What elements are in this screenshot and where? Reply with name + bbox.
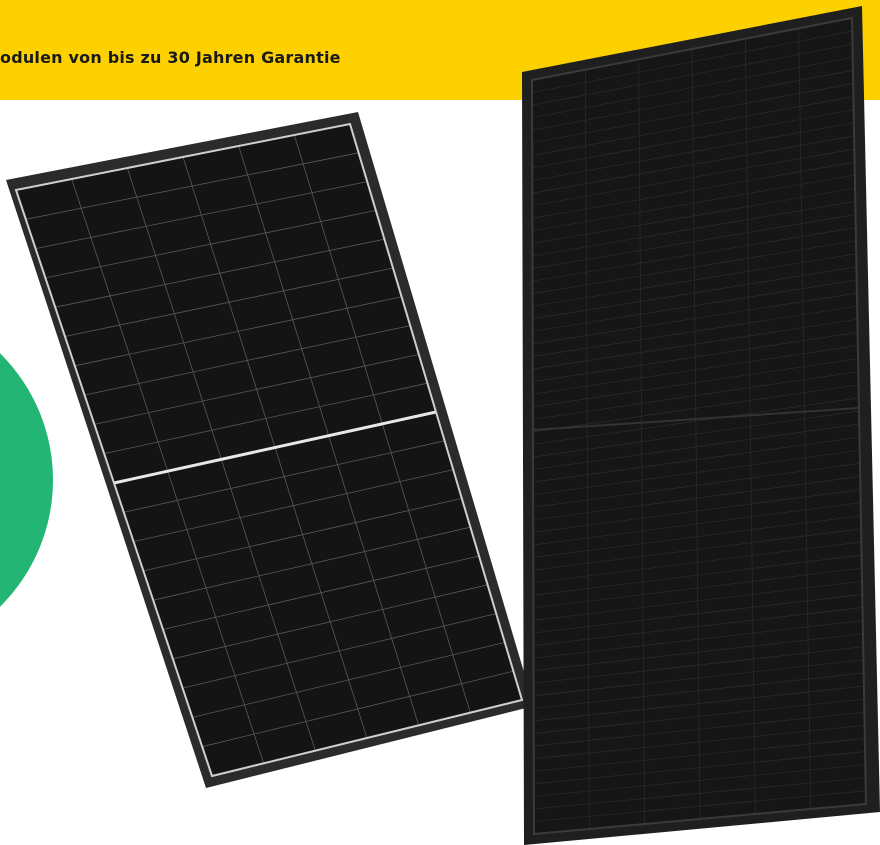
cell-line xyxy=(533,620,863,659)
cell-line xyxy=(533,489,861,533)
cell-line xyxy=(533,449,860,496)
cell-line xyxy=(532,135,855,194)
cell-line xyxy=(532,214,856,269)
cell-line xyxy=(533,463,860,508)
cell-line xyxy=(532,148,855,207)
cell-line xyxy=(533,633,864,671)
cell-line xyxy=(533,751,866,785)
cell-line xyxy=(153,526,471,601)
cell-line xyxy=(532,305,858,357)
cell-line xyxy=(533,436,860,483)
cell-line xyxy=(123,440,445,513)
cell-line xyxy=(182,613,497,689)
cell-line xyxy=(533,554,862,596)
cell-line xyxy=(533,659,864,697)
cell-line xyxy=(533,790,866,822)
cell-line xyxy=(533,515,861,558)
cell-line xyxy=(74,296,402,367)
cell-line xyxy=(533,580,863,621)
cell-line xyxy=(533,725,865,759)
solar-panel-back xyxy=(522,6,880,845)
cell-line xyxy=(532,109,854,169)
cell-line xyxy=(532,187,856,244)
cell-line xyxy=(162,555,480,630)
cell-line xyxy=(532,56,853,119)
cell-line xyxy=(532,43,853,106)
cell-line xyxy=(113,410,437,485)
cell-line xyxy=(533,777,866,810)
cell-line xyxy=(532,253,857,307)
cell-line xyxy=(532,279,857,332)
cell-line xyxy=(532,266,857,320)
cell-line xyxy=(532,407,860,431)
cell-line xyxy=(532,122,854,181)
cell-line xyxy=(532,318,858,370)
cell-line xyxy=(532,161,855,219)
cell-line xyxy=(532,371,859,420)
cell-line xyxy=(533,594,863,634)
cell-line xyxy=(172,584,488,660)
cell-line xyxy=(45,210,376,279)
cell-line xyxy=(94,354,419,425)
banner-text: odulen von bis zu 30 Jahren Garantie xyxy=(0,48,341,67)
cell-line xyxy=(25,152,359,220)
cell-line xyxy=(532,397,859,445)
cell-line xyxy=(532,410,860,458)
cell-line xyxy=(533,567,862,609)
cell-line xyxy=(533,476,861,521)
cell-line xyxy=(532,240,857,294)
cell-line xyxy=(532,384,859,433)
cell-line xyxy=(531,30,853,93)
cell-line xyxy=(532,70,853,131)
cell-line xyxy=(533,646,864,684)
panel-rim xyxy=(530,16,868,836)
cell-line xyxy=(532,345,858,395)
cell-line xyxy=(84,325,411,396)
cell-line xyxy=(533,698,865,734)
cell-line xyxy=(64,267,394,337)
cell-line xyxy=(533,672,864,709)
cell-line xyxy=(133,469,454,542)
solar-panel-front xyxy=(6,112,534,788)
cell-line xyxy=(143,498,462,572)
cell-line xyxy=(532,292,857,345)
cell-line xyxy=(533,528,862,571)
cell-line xyxy=(35,181,368,249)
cell-line xyxy=(533,502,861,546)
cell-line xyxy=(533,541,862,584)
cell-line xyxy=(192,642,505,718)
cell-line xyxy=(532,423,860,470)
cell-line xyxy=(532,96,854,156)
cell-line xyxy=(532,201,856,257)
cell-line xyxy=(532,83,854,144)
cell-line xyxy=(532,358,859,408)
cell-line xyxy=(533,607,863,646)
green-circle xyxy=(0,353,53,607)
cell-line xyxy=(533,711,865,747)
cell-line xyxy=(532,227,856,282)
cell-line xyxy=(533,685,864,722)
cell-line xyxy=(104,382,428,455)
panel-rim xyxy=(14,122,524,778)
cell-line xyxy=(202,670,514,748)
cell-line xyxy=(533,764,866,797)
cell-line xyxy=(532,332,858,382)
cell-line xyxy=(55,238,385,308)
cell-line xyxy=(533,738,865,772)
cell-line xyxy=(532,174,855,232)
